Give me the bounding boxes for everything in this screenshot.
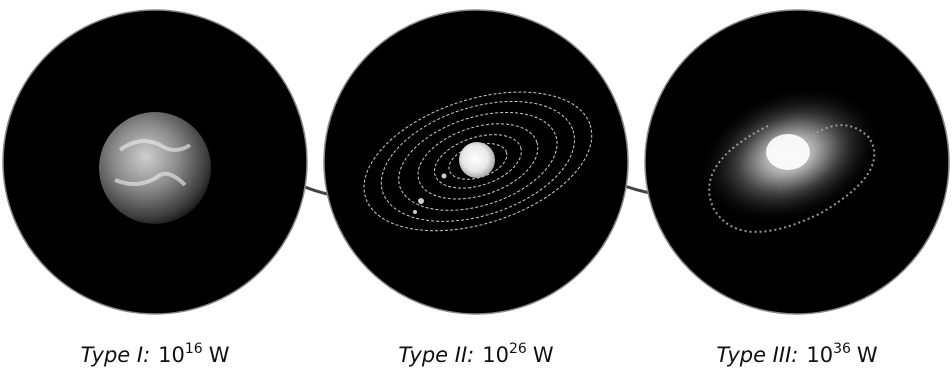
power-base: 10 bbox=[806, 343, 833, 367]
power-base: 10 bbox=[482, 343, 509, 367]
power-base: 10 bbox=[158, 343, 185, 367]
panel-earth bbox=[3, 10, 307, 314]
panel-label: Type III: 1036 W bbox=[716, 341, 878, 367]
power-exponent: 16 bbox=[185, 341, 203, 357]
power-exponent: 26 bbox=[509, 341, 527, 357]
page: Type I:1016WType II:1026WType III:1036W … bbox=[0, 0, 952, 371]
panel-galaxy bbox=[645, 10, 949, 314]
power-exponent: 36 bbox=[833, 341, 851, 357]
panel-label: Type I: 1016 W bbox=[81, 341, 230, 367]
panel-solar-system bbox=[324, 10, 628, 314]
panel-label: Type II: 1026 W bbox=[398, 341, 553, 367]
type-name: Type I: bbox=[81, 343, 151, 367]
power-unit: W bbox=[857, 343, 878, 367]
power-unit: W bbox=[533, 343, 554, 367]
type-name: Type II: bbox=[398, 343, 474, 367]
type-name: Type III: bbox=[716, 343, 798, 367]
kardashev-diagram: Type I:1016WType II:1026WType III:1036W bbox=[0, 0, 952, 371]
power-unit: W bbox=[209, 343, 230, 367]
